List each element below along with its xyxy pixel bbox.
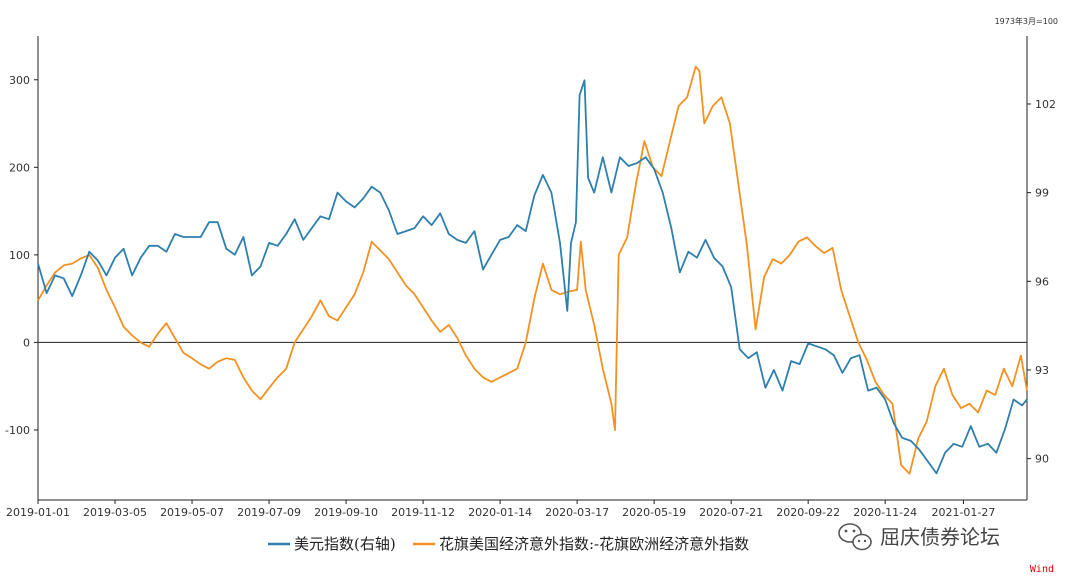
- left-tick-label: 200: [9, 161, 30, 174]
- right-axis-ticks: 102 99 96 93 90: [1027, 98, 1056, 466]
- series-line-surprise-diff: [37, 65, 1028, 475]
- wechat-icon: [838, 523, 872, 551]
- x-tick-label: 2020-11-24: [853, 506, 917, 519]
- left-axis-ticks: 300 200 100 0 -100: [5, 74, 38, 437]
- x-tick-label: 2020-03-17: [545, 506, 609, 519]
- x-tick-label: 2019-03-05: [83, 506, 147, 519]
- series-lines: [37, 65, 1028, 475]
- x-tick-label: 2019-11-12: [391, 506, 455, 519]
- legend-label-usd-index: 美元指数(右轴): [294, 535, 396, 553]
- left-tick-label: 0: [23, 336, 30, 349]
- right-tick-label: 90: [1035, 453, 1049, 466]
- x-tick-label: 2020-05-19: [622, 506, 686, 519]
- legend: 美元指数(右轴) 花旗美国经济意外指数:-花旗欧洲经济意外指数: [268, 535, 749, 553]
- x-tick-label: 2019-05-07: [160, 506, 224, 519]
- right-tick-label: 99: [1035, 187, 1049, 200]
- right-tick-label: 102: [1035, 98, 1056, 111]
- left-tick-label: 300: [9, 74, 30, 87]
- x-tick-label: 2019-01-01: [6, 506, 70, 519]
- watermark: 屈庆债券论坛: [838, 523, 1000, 551]
- left-tick-label: -100: [5, 424, 30, 437]
- x-tick-label: 2019-09-10: [314, 506, 378, 519]
- source-label: Wind: [1030, 564, 1054, 575]
- x-tick-label: 2020-01-14: [468, 506, 532, 519]
- series-line-usd-index: [37, 79, 1028, 475]
- x-tick-label: 2021-01-27: [931, 506, 995, 519]
- left-tick-label: 100: [9, 249, 30, 262]
- x-tick-label: 2020-07-21: [699, 506, 763, 519]
- right-axis-unit-note: 1973年3月=100: [995, 16, 1058, 26]
- x-tick-label: 2019-07-09: [237, 506, 301, 519]
- x-axis-ticks: 2019-01-01 2019-03-05 2019-05-07 2019-07-09…: [6, 500, 995, 519]
- watermark-text: 屈庆债券论坛: [880, 525, 1000, 549]
- x-tick-label: 2020-09-22: [776, 506, 840, 519]
- right-tick-label: 96: [1035, 275, 1049, 288]
- legend-label-surprise-diff: 花旗美国经济意外指数:-花旗欧洲经济意外指数: [439, 535, 749, 553]
- right-tick-label: 93: [1035, 364, 1049, 377]
